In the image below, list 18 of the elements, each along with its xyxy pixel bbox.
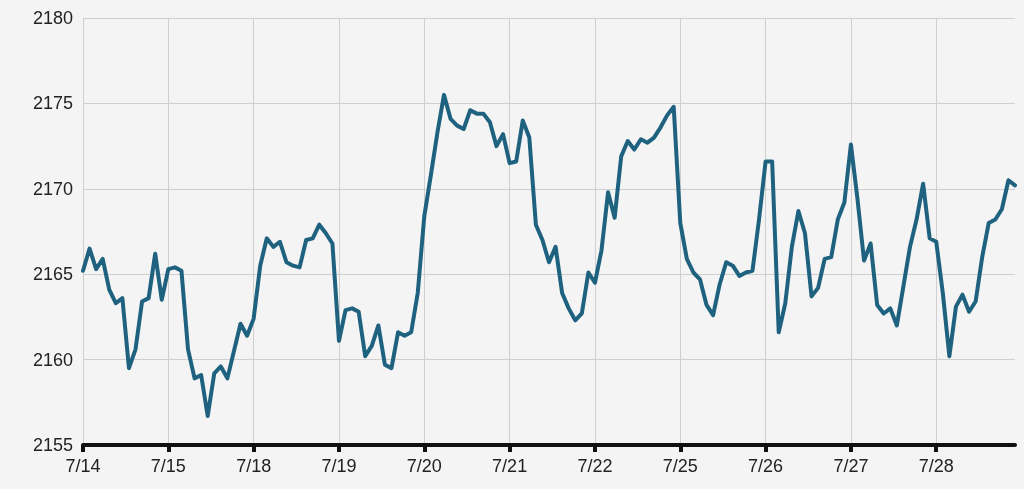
y-tick-label: 2170 <box>32 178 73 199</box>
x-tick-label: 7/27 <box>833 456 869 476</box>
x-tick-label: 7/14 <box>65 456 101 476</box>
x-tick-label: 7/28 <box>918 456 954 476</box>
x-tick-label: 7/19 <box>321 456 357 476</box>
x-tick-label: 7/15 <box>150 456 186 476</box>
x-tick-label: 7/21 <box>492 456 528 476</box>
y-tick-label: 2175 <box>32 93 73 114</box>
x-tick-label: 7/26 <box>748 456 784 476</box>
y-tick-label: 2180 <box>32 8 73 28</box>
x-tick-label: 7/25 <box>662 456 698 476</box>
x-tick-label: 7/18 <box>236 456 272 476</box>
y-tick-label: 2160 <box>32 349 73 370</box>
line-series <box>81 92 1017 418</box>
y-tick-label: 2165 <box>32 264 73 285</box>
y-tick-label: 2155 <box>32 435 73 455</box>
x-tick-label: 7/20 <box>406 456 442 476</box>
x-tick-label: 7/22 <box>577 456 613 476</box>
